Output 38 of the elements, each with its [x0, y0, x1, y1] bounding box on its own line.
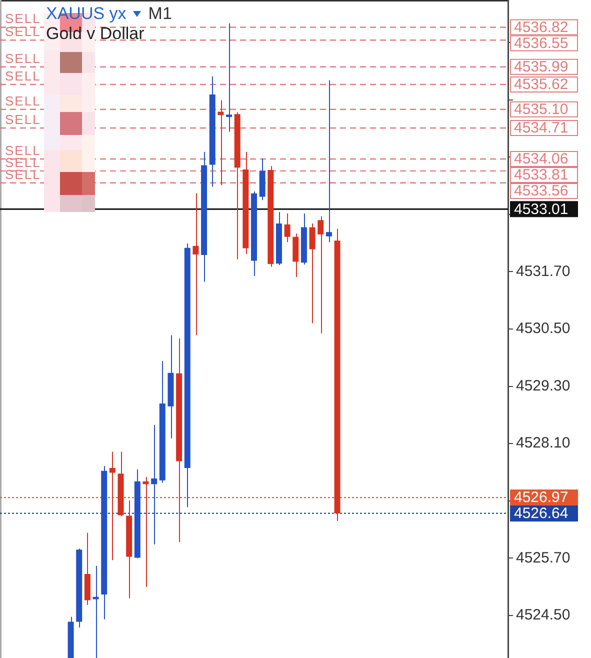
ref-line-label: 4526.64 — [514, 505, 568, 522]
ref-line-label: 4535.10 — [514, 100, 568, 118]
ref-line-label: 4535.62 — [514, 76, 568, 94]
ref-line-label: 4534.71 — [514, 120, 568, 137]
ref-line-label: 4536.82 — [514, 18, 568, 36]
y-tick-label: 4525.70 — [516, 549, 570, 566]
annotation: SELL — [5, 112, 41, 127]
ref-line-label: 4533.56 — [514, 182, 568, 200]
annotation: SELL — [5, 93, 41, 108]
ref-line-label: 4533.01 — [514, 200, 568, 218]
annotation: SELL — [5, 50, 41, 66]
y-tick-label: 4529.30 — [516, 377, 570, 394]
annotation: SELL — [5, 24, 41, 40]
candlestick — [192, 192, 199, 336]
ref-line-label: 4535.99 — [514, 58, 568, 76]
ref-line-label: 4536.55 — [514, 34, 568, 52]
candlestick — [326, 80, 332, 243]
annotation: SELL — [5, 143, 41, 158]
y-tick-label: 4531.70 — [516, 262, 570, 280]
candlestick — [309, 222, 316, 324]
y-tick-label: 4530.50 — [516, 320, 570, 338]
candlestick — [284, 212, 290, 243]
candlestick — [318, 216, 324, 334]
chart-title: XAUUS yx — [46, 4, 126, 23]
text: Gold v Dollar — [46, 24, 146, 43]
candlestick — [218, 100, 224, 186]
ref-line-label: 4534.06 — [514, 150, 568, 168]
candlestick — [92, 565, 99, 658]
annotation: M1 — [148, 4, 172, 23]
annotation: SELL — [5, 68, 41, 84]
annotation: SELL — [5, 11, 41, 26]
ref-line-label: 4533.81 — [514, 166, 568, 184]
candlestick — [151, 424, 158, 545]
ref-line-label: 4526.97 — [514, 489, 568, 506]
candlestick — [226, 22, 232, 132]
candlestick — [109, 451, 116, 561]
y-tick-label: 4528.10 — [516, 434, 570, 452]
y-tick-label: 4524.50 — [516, 606, 570, 624]
